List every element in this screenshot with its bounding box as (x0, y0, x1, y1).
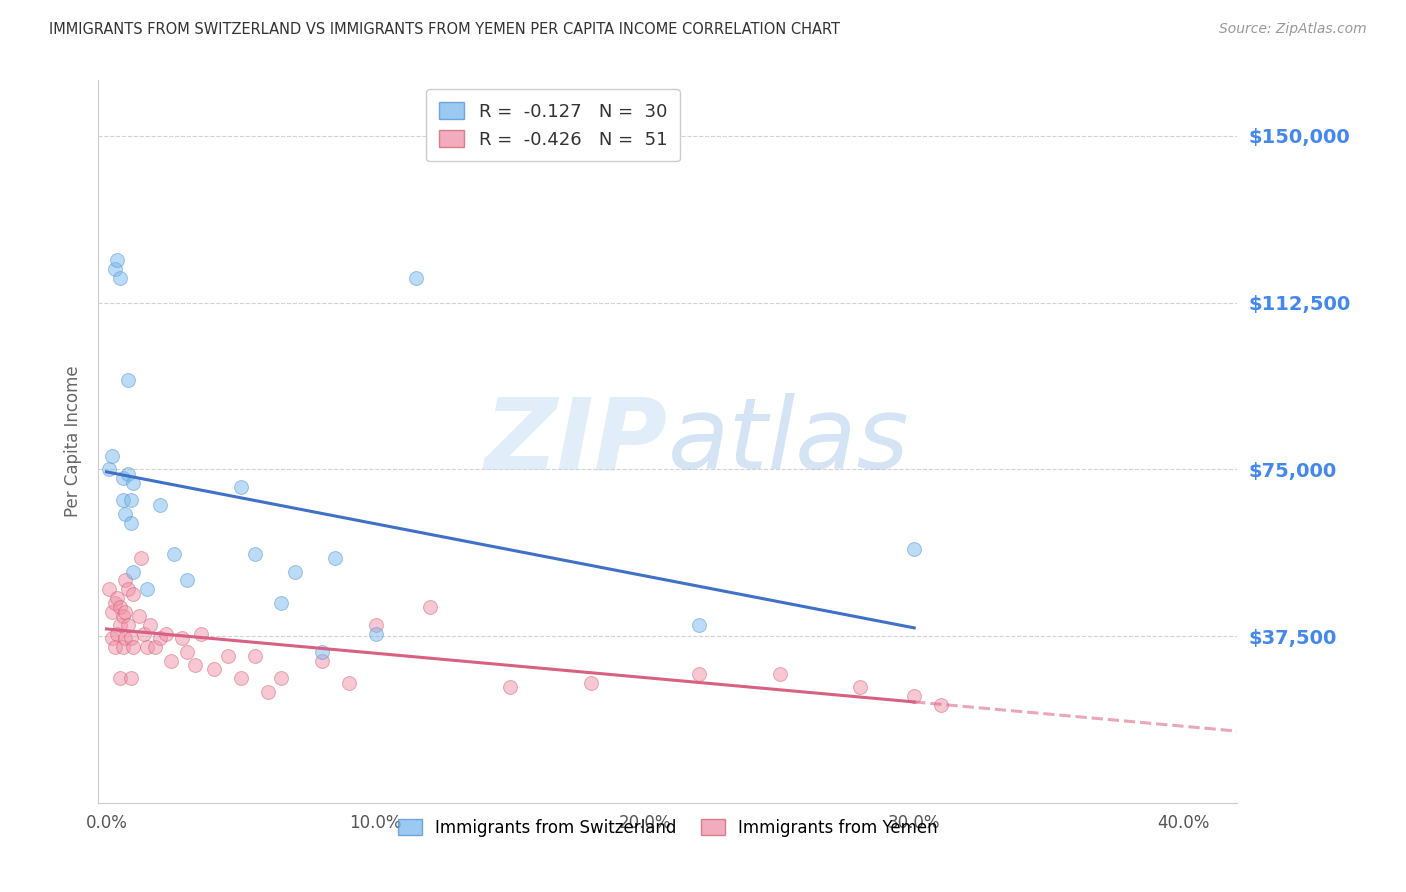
Point (114, 507, 136, 521)
Point (111, 609, 134, 624)
Point (190, 627, 212, 641)
Point (103, 262, 125, 277)
Point (176, 645, 198, 659)
Point (270, 596, 292, 610)
Point (105, 591, 128, 606)
Point (101, 605, 124, 619)
Point (128, 609, 150, 624)
Point (311, 653, 333, 667)
Point (111, 471, 134, 485)
Point (419, 600, 441, 615)
Point (243, 547, 266, 561)
Point (160, 653, 183, 667)
Point (155, 627, 177, 641)
Point (117, 618, 139, 632)
Point (903, 689, 925, 703)
Point (101, 449, 124, 463)
Point (579, 675, 602, 690)
Point (229, 671, 252, 685)
Point (229, 480, 252, 494)
Point (903, 542, 925, 557)
Point (143, 640, 166, 655)
Point (284, 565, 307, 579)
Point (98, 462, 121, 476)
Point (176, 574, 198, 588)
Point (364, 627, 387, 641)
Point (117, 582, 139, 597)
Point (114, 605, 136, 619)
Point (131, 551, 153, 566)
Point (270, 671, 292, 685)
Point (135, 582, 157, 597)
Point (768, 666, 790, 681)
Point (217, 649, 239, 664)
Point (364, 618, 387, 632)
Point (108, 271, 131, 285)
Point (122, 565, 145, 579)
Point (122, 640, 145, 655)
Point (111, 493, 134, 508)
Point (337, 675, 360, 690)
Point (114, 574, 136, 588)
Point (117, 373, 139, 387)
Point (135, 640, 157, 655)
Point (311, 645, 333, 659)
Point (120, 493, 142, 508)
Point (202, 662, 225, 676)
Legend: Immigrants from Switzerland, Immigrants from Yemen: Immigrants from Switzerland, Immigrants … (389, 810, 946, 845)
Point (929, 698, 952, 712)
Y-axis label: Per Capita Income: Per Capita Income (63, 366, 82, 517)
Point (688, 666, 710, 681)
Point (122, 475, 145, 490)
Point (120, 671, 142, 685)
Point (98, 582, 121, 597)
Point (184, 657, 207, 672)
Point (170, 632, 193, 646)
Text: atlas: atlas (668, 393, 910, 490)
Point (243, 649, 266, 664)
Point (405, 271, 427, 285)
Point (149, 498, 172, 512)
Point (103, 640, 125, 655)
Point (120, 632, 142, 646)
Text: ZIP: ZIP (485, 393, 668, 490)
Point (257, 684, 280, 698)
Point (122, 587, 145, 601)
Point (499, 680, 522, 694)
Point (117, 467, 139, 481)
Point (849, 680, 872, 694)
Text: IMMIGRANTS FROM SWITZERLAND VS IMMIGRANTS FROM YEMEN PER CAPITA INCOME CORRELATI: IMMIGRANTS FROM SWITZERLAND VS IMMIGRANT… (49, 22, 841, 37)
Point (108, 671, 131, 685)
Point (163, 547, 186, 561)
Point (108, 618, 131, 632)
Point (325, 551, 347, 566)
Point (149, 632, 172, 646)
Point (114, 632, 136, 646)
Text: Source: ZipAtlas.com: Source: ZipAtlas.com (1219, 22, 1367, 37)
Point (103, 596, 125, 610)
Point (688, 618, 710, 632)
Point (134, 627, 156, 641)
Point (101, 632, 124, 646)
Point (138, 618, 160, 632)
Point (105, 627, 128, 641)
Point (111, 640, 134, 655)
Point (120, 516, 142, 530)
Point (108, 600, 131, 615)
Point (105, 253, 128, 268)
